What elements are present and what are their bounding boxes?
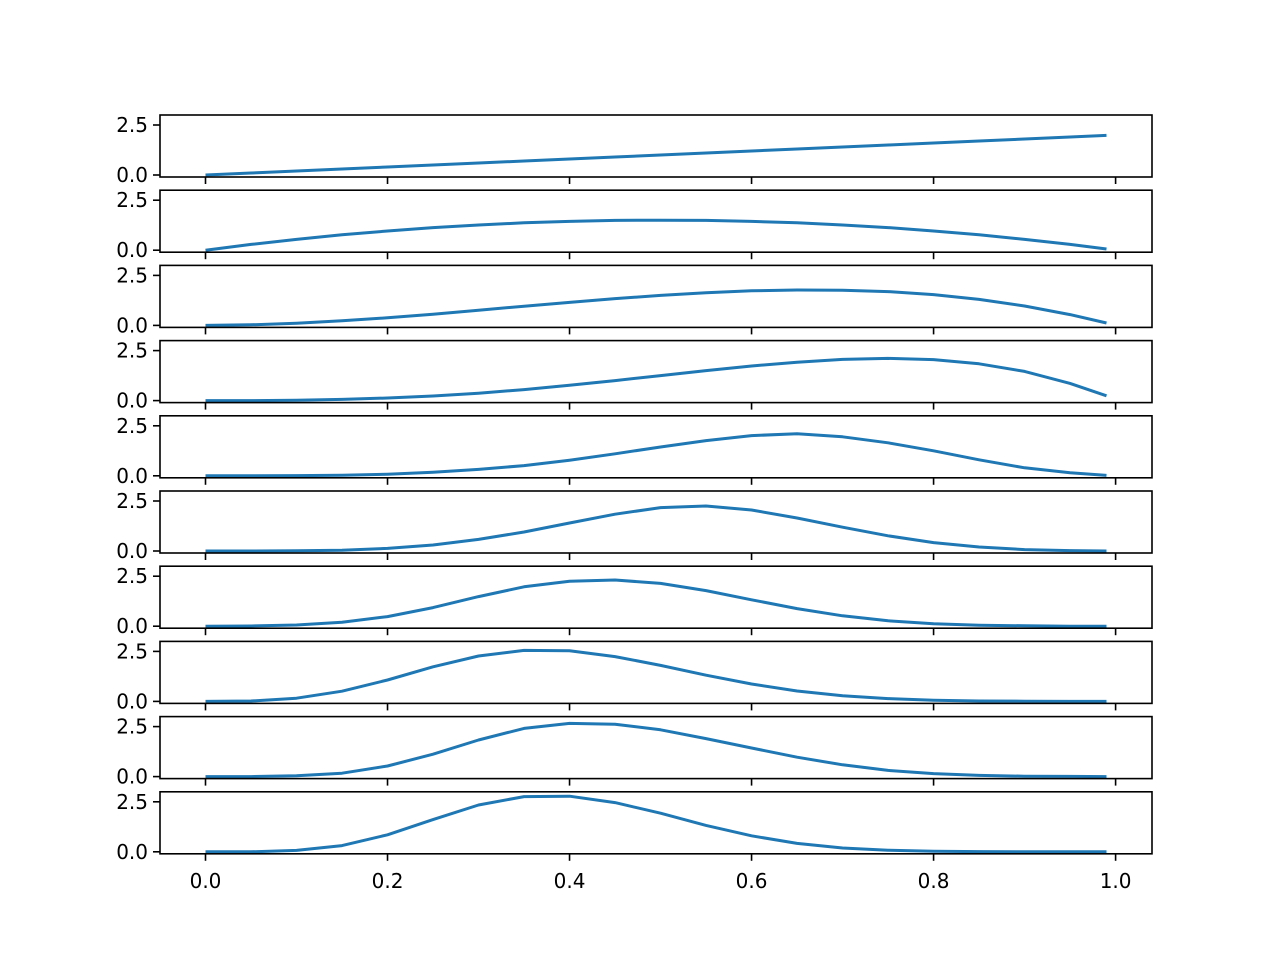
series-line-6 [205,504,1107,553]
x-tick-label-2: 0.2 [372,869,404,893]
subplot-5: 0.0 2.5 [116,414,1153,488]
subplot-frame-5 [159,414,1153,479]
y-tick-label-1-2: 2.5 [116,113,148,137]
x-tick-label-3: 0.4 [554,869,586,893]
y-tick-label-7-2: 2.5 [116,564,148,588]
y-tick-label-2-1: 0.0 [116,238,148,262]
subplot-2: 0.0 2.5 [116,188,1153,262]
subplot-4: 0.0 2.5 [116,339,1153,413]
series-line-10 [205,794,1107,854]
subplot-8: 0.0 2.5 [116,639,1153,713]
subplot-frame-4 [159,339,1153,404]
y-tick-label-3-1: 0.0 [116,313,148,337]
x-tick-label-5: 0.8 [918,869,950,893]
x-tick-label-1: 0.0 [190,869,222,893]
series-line-3 [205,288,1107,327]
y-tick-label-2-2: 2.5 [116,188,148,212]
y-tick-label-4-2: 2.5 [116,339,148,363]
series-line-4 [205,356,1107,403]
subplot-frame-2 [159,189,1153,253]
y-tick-label-5-1: 0.0 [116,464,148,488]
y-tick-label-6-2: 2.5 [116,489,148,513]
series-line-5 [205,432,1107,478]
subplot-frame-9 [159,715,1153,780]
y-tick-label-10-2: 2.5 [116,790,148,814]
subplot-10: 0.0 2.5 0.0 0.2 0.4 0.6 0.8 1.0 [116,790,1153,893]
subplot-frame-8 [159,640,1153,705]
subplot-9: 0.0 2.5 [116,715,1153,789]
series-line-8 [205,648,1107,703]
subplot-frame-1 [159,114,1153,178]
series-line-1 [205,133,1107,177]
series-line-7 [205,578,1107,628]
y-tick-label-9-2: 2.5 [116,715,148,739]
subplot-3: 0.0 2.5 [116,263,1153,337]
subplot-frame-7 [159,565,1153,630]
series-line-9 [205,721,1107,779]
y-tick-label-7-1: 0.0 [116,614,148,638]
subplot-frame-3 [159,264,1153,329]
subplot-6: 0.0 2.5 [116,489,1153,563]
y-tick-label-4-1: 0.0 [116,389,148,413]
x-tick-label-6: 1.0 [1100,869,1132,893]
x-tick-label-4: 0.6 [736,869,768,893]
subplot-frame-6 [159,490,1153,554]
subplot-7: 0.0 2.5 [116,564,1153,638]
series-line-2 [205,218,1107,252]
subplot-panels: 0.02.50.02.50.02.50.02.50.02.50.02.50.02… [116,113,1153,893]
y-tick-label-8-2: 2.5 [116,639,148,663]
subplot-1: 0.0 2.5 [116,113,1153,187]
y-tick-label-10-1: 0.0 [116,840,148,864]
y-tick-label-8-1: 0.0 [116,689,148,713]
y-tick-label-1-1: 0.0 [116,163,148,187]
y-tick-label-9-1: 0.0 [116,765,148,789]
subplot-frame-10 [159,790,1153,855]
y-tick-label-6-1: 0.0 [116,539,148,563]
y-tick-label-3-2: 2.5 [116,263,148,287]
y-tick-label-5-2: 2.5 [116,414,148,438]
